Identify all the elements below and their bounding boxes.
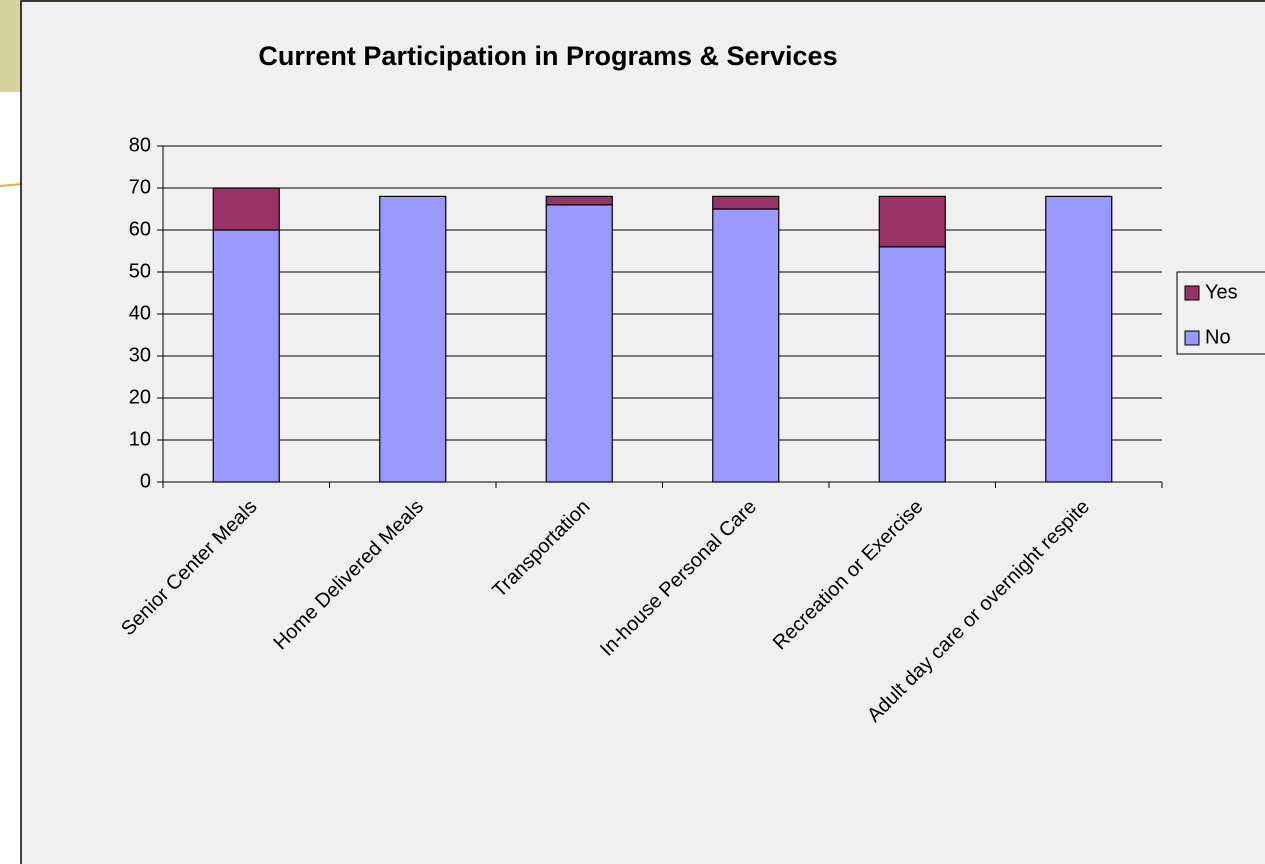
legend-label: Yes	[1205, 281, 1238, 303]
y-tick-label: 10	[129, 428, 151, 450]
bar-segment	[379, 195, 447, 483]
y-tick-label: 60	[129, 218, 151, 240]
y-tick-label: 0	[140, 470, 151, 492]
legend-label: No	[1205, 326, 1231, 348]
y-tick-label: 70	[129, 176, 151, 198]
bar-segment	[1045, 195, 1113, 483]
chart-title: Current Participation in Programs & Serv…	[258, 41, 837, 71]
bar-segment	[545, 195, 613, 206]
y-tick-label: 40	[129, 302, 151, 324]
slide-line	[0, 183, 23, 187]
bar-segment	[712, 195, 780, 210]
y-tick-label: 20	[129, 386, 151, 408]
bar-segment	[212, 187, 280, 231]
y-tick-label: 80	[129, 134, 151, 156]
bar-segment	[712, 208, 780, 483]
bar-segment	[878, 246, 946, 483]
y-tick-label: 50	[129, 260, 151, 282]
bar-segment	[545, 204, 613, 483]
y-tick-label: 30	[129, 344, 151, 366]
bar-segment	[878, 195, 946, 248]
bar-segment	[212, 229, 280, 483]
legend-swatch	[1184, 330, 1200, 346]
legend-swatch	[1184, 285, 1200, 301]
